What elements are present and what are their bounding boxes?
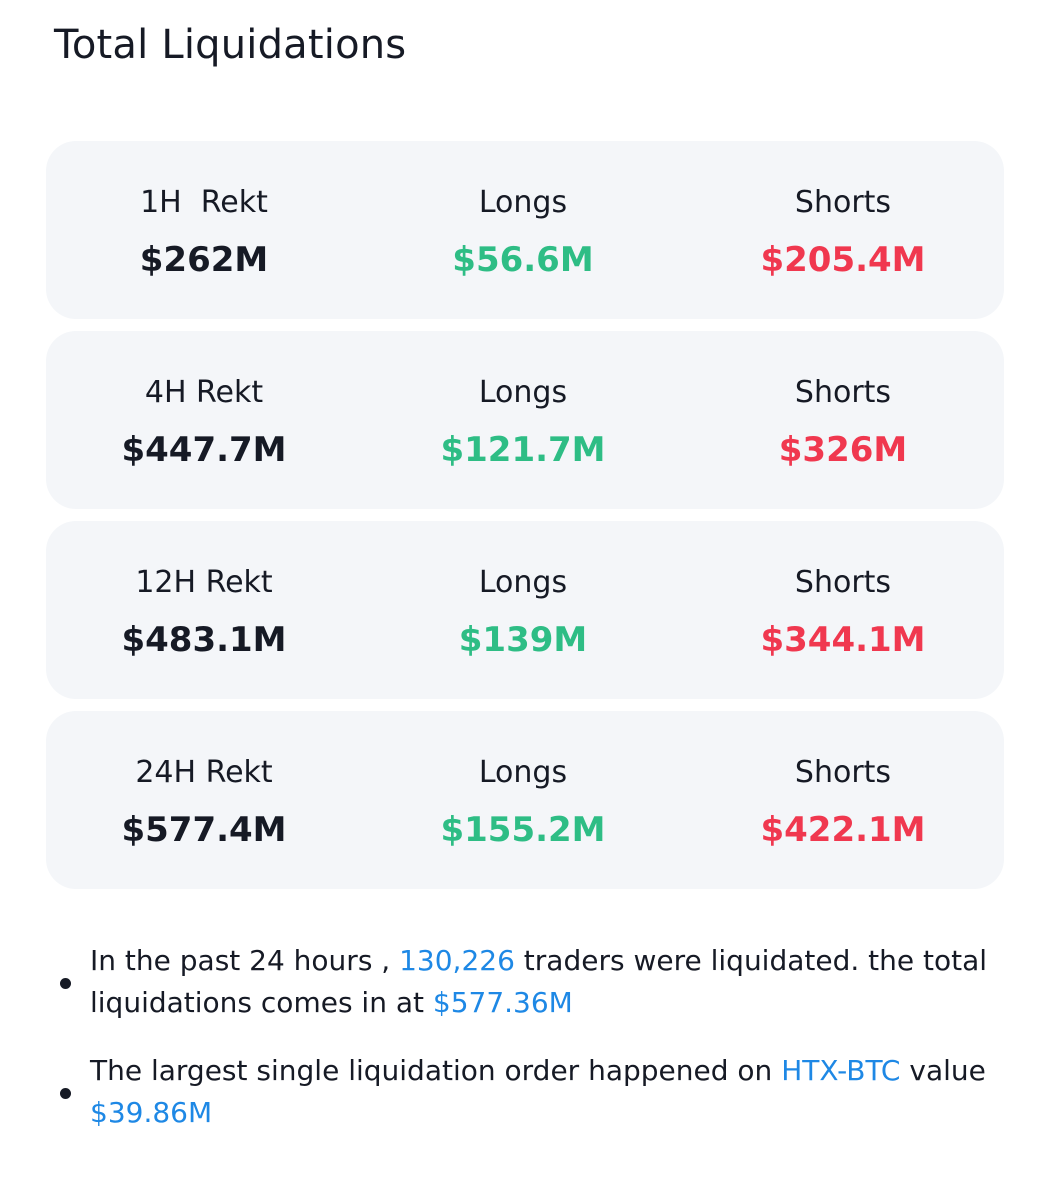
note-text: traders were liquidated. the total liqui… — [90, 944, 988, 1019]
shorts-column: Shorts $344.1M — [693, 521, 993, 660]
rekt-value: $483.1M — [121, 620, 287, 660]
shorts-column: Shorts $422.1M — [693, 711, 993, 850]
longs-column: Longs $121.7M — [373, 331, 673, 470]
liquidation-card-24h[interactable]: 24H Rekt $577.4M Longs $155.2M Shorts $4… — [46, 711, 1004, 889]
longs-label: Longs — [478, 755, 568, 790]
longs-label: Longs — [478, 565, 568, 600]
longs-label: Longs — [478, 185, 568, 220]
shorts-value: $422.1M — [760, 810, 926, 850]
liquidation-card-4h[interactable]: 4H Rekt $447.7M Longs $121.7M Shorts $32… — [46, 331, 1004, 509]
rekt-value: $577.4M — [121, 810, 287, 850]
note-largest-order: The largest single liquidation order hap… — [58, 1050, 998, 1134]
longs-column: Longs $56.6M — [373, 141, 673, 280]
largest-order-value: $39.86M — [90, 1096, 213, 1129]
shorts-column: Shorts $326M — [693, 331, 993, 470]
summary-notes: In the past 24 hours , 130,226 traders w… — [58, 940, 998, 1160]
page-title: Total Liquidations — [54, 22, 407, 68]
shorts-value: $205.4M — [760, 240, 926, 280]
shorts-value: $344.1M — [760, 620, 926, 660]
note-text: value — [900, 1054, 986, 1087]
traders-count: 130,226 — [399, 944, 515, 977]
shorts-label: Shorts — [794, 565, 892, 600]
rekt-column: 24H Rekt $577.4M — [54, 711, 354, 850]
note-text: In the past 24 hours , — [90, 944, 400, 977]
shorts-label: Shorts — [794, 755, 892, 790]
longs-value: $155.2M — [440, 810, 606, 850]
rekt-label: 12H Rekt — [135, 565, 273, 600]
shorts-column: Shorts $205.4M — [693, 141, 993, 280]
bullet-dot — [60, 1088, 71, 1099]
liquidation-card-1h[interactable]: 1H Rekt $262M Longs $56.6M Shorts $205.4… — [46, 141, 1004, 319]
shorts-label: Shorts — [794, 375, 892, 410]
rekt-column: 1H Rekt $262M — [54, 141, 354, 280]
longs-value: $121.7M — [440, 430, 606, 470]
total-liquidations-value: $577.36M — [432, 986, 573, 1019]
rekt-label: 1H Rekt — [140, 185, 268, 220]
rekt-label: 4H Rekt — [144, 375, 264, 410]
rekt-value: $447.7M — [121, 430, 287, 470]
rekt-column: 4H Rekt $447.7M — [54, 331, 354, 470]
rekt-column: 12H Rekt $483.1M — [54, 521, 354, 660]
longs-value: $139M — [458, 620, 588, 660]
shorts-value: $326M — [778, 430, 908, 470]
liquidation-cards: 1H Rekt $262M Longs $56.6M Shorts $205.4… — [46, 141, 1004, 901]
note-traders-liquidated: In the past 24 hours , 130,226 traders w… — [58, 940, 998, 1024]
longs-label: Longs — [478, 375, 568, 410]
liquidation-card-12h[interactable]: 12H Rekt $483.1M Longs $139M Shorts $344… — [46, 521, 1004, 699]
shorts-label: Shorts — [794, 185, 892, 220]
exchange-pair-link[interactable]: HTX-BTC — [781, 1054, 901, 1087]
longs-column: Longs $155.2M — [373, 711, 673, 850]
rekt-label: 24H Rekt — [135, 755, 273, 790]
bullet-dot — [60, 978, 71, 989]
note-text: The largest single liquidation order hap… — [90, 1054, 782, 1087]
rekt-value: $262M — [139, 240, 269, 280]
longs-value: $56.6M — [452, 240, 594, 280]
longs-column: Longs $139M — [373, 521, 673, 660]
